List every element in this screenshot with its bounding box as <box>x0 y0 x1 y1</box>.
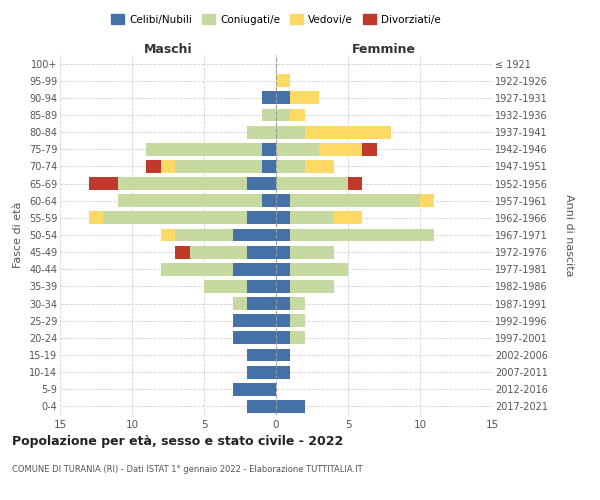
Bar <box>290 228 434 241</box>
Bar <box>262 108 276 122</box>
Bar <box>276 280 290 293</box>
Bar <box>204 280 247 293</box>
Bar <box>247 400 276 413</box>
Bar <box>276 297 290 310</box>
Text: Femmine: Femmine <box>352 43 416 56</box>
Bar <box>348 177 362 190</box>
Bar <box>290 108 305 122</box>
Bar <box>334 212 362 224</box>
Bar <box>276 400 305 413</box>
Bar <box>290 212 334 224</box>
Bar <box>262 92 276 104</box>
Bar <box>290 263 348 276</box>
Bar <box>233 314 276 327</box>
Bar <box>276 74 290 87</box>
Bar <box>233 228 276 241</box>
Bar <box>276 332 290 344</box>
Text: COMUNE DI TURANIA (RI) - Dati ISTAT 1° gennaio 2022 - Elaborazione TUTTITALIA.IT: COMUNE DI TURANIA (RI) - Dati ISTAT 1° g… <box>12 465 362 474</box>
Bar <box>175 228 233 241</box>
Bar <box>190 246 247 258</box>
Bar <box>247 246 276 258</box>
Bar <box>247 348 276 362</box>
Bar <box>420 194 434 207</box>
Bar <box>103 212 247 224</box>
Bar <box>89 212 103 224</box>
Bar <box>247 212 276 224</box>
Bar <box>290 194 420 207</box>
Bar <box>290 332 305 344</box>
Bar <box>276 366 290 378</box>
Bar <box>146 160 161 173</box>
Bar <box>233 383 276 396</box>
Bar <box>247 126 276 138</box>
Bar <box>276 92 290 104</box>
Bar <box>276 228 290 241</box>
Bar <box>362 143 377 156</box>
Bar <box>290 314 305 327</box>
Bar <box>247 366 276 378</box>
Y-axis label: Anni di nascita: Anni di nascita <box>565 194 574 276</box>
Bar <box>276 143 319 156</box>
Bar <box>290 246 334 258</box>
Bar <box>305 160 334 173</box>
Bar <box>276 108 290 122</box>
Bar <box>276 348 290 362</box>
Bar <box>233 332 276 344</box>
Bar <box>290 297 305 310</box>
Bar <box>262 194 276 207</box>
Bar <box>290 92 319 104</box>
Bar <box>247 297 276 310</box>
Bar <box>247 177 276 190</box>
Bar <box>247 280 276 293</box>
Bar <box>89 177 118 190</box>
Text: Popolazione per età, sesso e stato civile - 2022: Popolazione per età, sesso e stato civil… <box>12 435 343 448</box>
Bar <box>276 263 290 276</box>
Bar <box>118 194 262 207</box>
Bar <box>290 280 334 293</box>
Bar <box>276 126 305 138</box>
Bar <box>319 143 362 156</box>
Bar <box>146 143 262 156</box>
Bar <box>276 160 305 173</box>
Bar <box>118 177 247 190</box>
Bar <box>276 177 348 190</box>
Bar <box>262 143 276 156</box>
Y-axis label: Fasce di età: Fasce di età <box>13 202 23 268</box>
Bar <box>175 160 262 173</box>
Bar <box>276 194 290 207</box>
Bar <box>276 314 290 327</box>
Text: Maschi: Maschi <box>143 43 193 56</box>
Bar <box>161 160 175 173</box>
Bar <box>276 212 290 224</box>
Bar <box>175 246 190 258</box>
Bar <box>233 263 276 276</box>
Bar <box>161 228 175 241</box>
Bar <box>233 297 247 310</box>
Bar <box>276 246 290 258</box>
Bar <box>262 160 276 173</box>
Bar <box>161 263 233 276</box>
Legend: Celibi/Nubili, Coniugati/e, Vedovi/e, Divorziati/e: Celibi/Nubili, Coniugati/e, Vedovi/e, Di… <box>107 10 445 29</box>
Bar <box>305 126 391 138</box>
